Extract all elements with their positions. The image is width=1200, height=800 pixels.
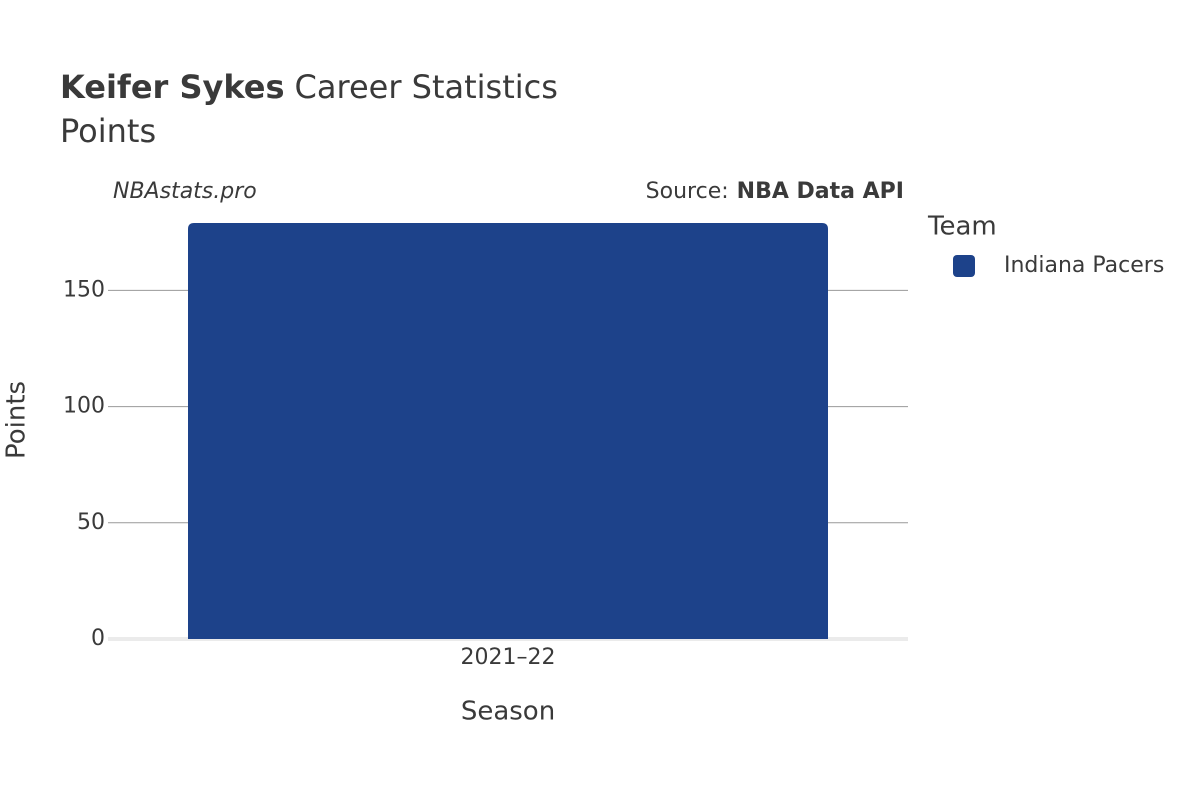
y-tick-label: 150 bbox=[63, 277, 105, 302]
title-rest: Career Statistics bbox=[295, 68, 558, 106]
legend-label: Indiana Pacers bbox=[1004, 253, 1164, 278]
y-tick-label: 0 bbox=[91, 626, 105, 651]
legend-swatch bbox=[953, 255, 975, 277]
watermark: NBAstats.pro bbox=[113, 179, 257, 204]
x-tick-label: 2021–22 bbox=[461, 645, 556, 670]
y-axis-title: Points bbox=[2, 381, 32, 459]
chart-subtitle: Points bbox=[60, 112, 156, 150]
source-name: NBA Data API bbox=[737, 179, 904, 204]
y-tick-label: 50 bbox=[77, 510, 105, 535]
chart-title: Keifer Sykes Career Statistics bbox=[60, 68, 558, 106]
legend-title: Team bbox=[927, 212, 997, 242]
title-name: Keifer Sykes bbox=[60, 68, 285, 106]
x-axis-title: Season bbox=[461, 697, 555, 727]
bar bbox=[188, 223, 828, 639]
y-tick-label: 100 bbox=[63, 394, 105, 419]
source-label: Source: bbox=[646, 179, 729, 204]
source: Source: NBA Data API bbox=[646, 179, 904, 204]
